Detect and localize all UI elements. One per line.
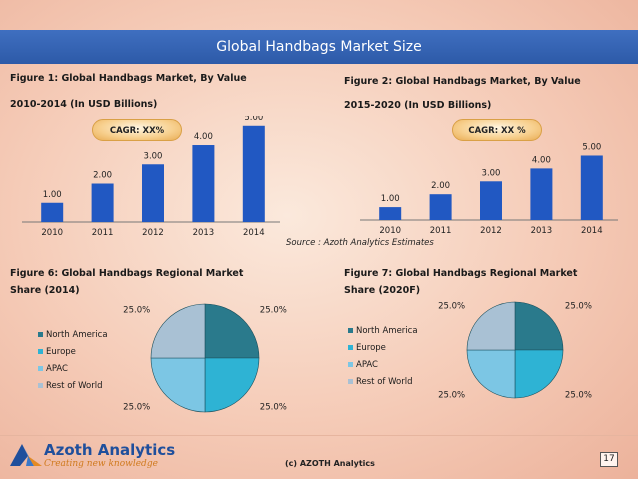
fig1-title: Figure 1: Global Handbags Market, By Val… <box>10 73 247 84</box>
fig7-subtitle: Share (2020F) <box>344 285 421 296</box>
logo-name: Azoth Analytics <box>44 441 176 459</box>
pie6-legend-swatch <box>38 383 43 388</box>
pie6-slice <box>150 357 206 413</box>
pie7-legend-item: Rest of World <box>348 373 418 390</box>
pie6-legend-label: APAC <box>46 363 68 374</box>
source-note: Source : Azoth Analytics Estimates <box>286 238 434 248</box>
pie7-data-label: 25.0% <box>565 302 592 312</box>
bar2-bar <box>379 207 402 220</box>
bar-chart-1: 1.00 2010 2.00 2011 3.00 2012 4.00 2013 5.00 2014 <box>22 116 280 238</box>
pie-chart-2020f: 25.0% 25.0% 25.0% 25.0% <box>438 301 592 401</box>
fig2-cagr-badge: CAGR: XX % <box>452 119 542 141</box>
pie-legend-2014: North America Europe APAC Rest of World <box>38 326 108 394</box>
fig6-subtitle: Share (2014) <box>10 285 80 296</box>
pie7-legend-swatch <box>348 362 353 367</box>
pie7-legend-swatch <box>348 328 353 333</box>
pie7-legend-item: Europe <box>348 339 418 356</box>
bar2-data-label: 4.00 <box>532 155 551 165</box>
pie7-slice <box>514 301 564 351</box>
fig6-title: Figure 6: Global Handbags Regional Marke… <box>10 268 244 279</box>
bar1-bar <box>242 125 265 222</box>
pie6-legend-swatch <box>38 366 43 371</box>
pie7-legend-item: North America <box>348 322 418 339</box>
bar2-data-label: 1.00 <box>381 194 400 204</box>
page-title: Global Handbags Market Size <box>0 30 638 64</box>
bar2-bar <box>580 155 603 220</box>
page-number: 17 <box>600 452 618 467</box>
bar1-bar <box>142 164 164 222</box>
bar2-data-label: 3.00 <box>482 168 501 178</box>
bar1-data-label: 5.00 <box>244 116 263 123</box>
pie7-legend-label: Europe <box>356 342 386 353</box>
pie6-legend-label: Rest of World <box>46 380 103 391</box>
pie-legend-2020f: North America Europe APAC Rest of World <box>348 322 418 390</box>
bar2-tick-label: 2010 <box>379 226 401 236</box>
bar2-tick-label: 2011 <box>430 226 452 236</box>
pie7-slice <box>466 349 516 399</box>
bar1-tick-label: 2012 <box>142 228 164 238</box>
azoth-logo-icon <box>10 444 42 466</box>
pie6-legend-swatch <box>38 332 43 337</box>
bar1-tick-label: 2013 <box>193 228 215 238</box>
fig2-title: Figure 2: Global Handbags Market, By Val… <box>344 76 581 87</box>
fig1-cagr-badge: CAGR: XX% <box>92 119 182 141</box>
bar2-bar <box>530 168 553 220</box>
pie6-data-label: 25.0% <box>123 402 150 412</box>
pie7-legend-item: APAC <box>348 356 418 373</box>
pie6-data-label: 25.0% <box>260 402 287 412</box>
pie6-legend-item: APAC <box>38 360 108 377</box>
pie7-legend-swatch <box>348 379 353 384</box>
pie6-data-label: 25.0% <box>123 306 150 316</box>
pie6-legend-item: Europe <box>38 343 108 360</box>
bar2-tick-label: 2013 <box>531 226 553 236</box>
bar2-tick-label: 2012 <box>480 226 502 236</box>
bar1-tick-label: 2014 <box>243 228 265 238</box>
bar2-data-label: 5.00 <box>582 142 601 152</box>
pie7-data-label: 25.0% <box>438 302 465 312</box>
pie6-slice <box>204 357 260 413</box>
bar1-data-label: 2.00 <box>93 171 112 181</box>
pie6-legend-item: North America <box>38 326 108 343</box>
pie6-slice <box>150 303 206 359</box>
pie7-legend-swatch <box>348 345 353 350</box>
fig2-subtitle: 2015-2020 (In USD Billions) <box>344 100 492 111</box>
bar2-bar <box>429 194 452 220</box>
bar1-tick-label: 2011 <box>92 228 114 238</box>
pie7-data-label: 25.0% <box>438 390 465 400</box>
bar1-bar <box>91 183 114 222</box>
pie7-slice <box>514 349 564 399</box>
bar-chart-2: 1.00 2010 2.00 2011 3.00 2012 4.00 2013 5.00 2014 <box>360 142 618 236</box>
bar1-tick-label: 2010 <box>41 228 63 238</box>
pie6-slice <box>204 303 260 359</box>
bar1-data-label: 1.00 <box>43 190 62 200</box>
pie7-data-label: 25.0% <box>565 390 592 400</box>
logo-tagline: Creating new knowledge <box>44 459 158 469</box>
pie6-legend-swatch <box>38 349 43 354</box>
pie-chart-2014: 25.0% 25.0% 25.0% 25.0% <box>123 303 287 413</box>
bar2-tick-label: 2014 <box>581 226 603 236</box>
pie6-legend-item: Rest of World <box>38 377 108 394</box>
bar1-bar <box>41 202 64 222</box>
bar2-data-label: 2.00 <box>431 181 450 191</box>
fig1-subtitle: 2010-2014 (In USD Billions) <box>10 99 158 110</box>
pie6-data-label: 25.0% <box>260 306 287 316</box>
bar1-data-label: 3.00 <box>144 151 163 161</box>
pie6-legend-label: North America <box>46 329 108 340</box>
fig7-title: Figure 7: Global Handbags Regional Marke… <box>344 268 578 279</box>
pie7-legend-label: Rest of World <box>356 376 413 387</box>
pie7-legend-label: North America <box>356 325 418 336</box>
copyright-text: (c) AZOTH Analytics <box>285 459 375 468</box>
pie6-legend-label: Europe <box>46 346 76 357</box>
bar2-bar <box>480 181 502 220</box>
pie7-slice <box>466 301 516 351</box>
pie7-legend-label: APAC <box>356 359 378 370</box>
bar1-bar <box>192 145 215 222</box>
bar1-data-label: 4.00 <box>194 132 213 142</box>
footer-divider <box>0 435 638 436</box>
